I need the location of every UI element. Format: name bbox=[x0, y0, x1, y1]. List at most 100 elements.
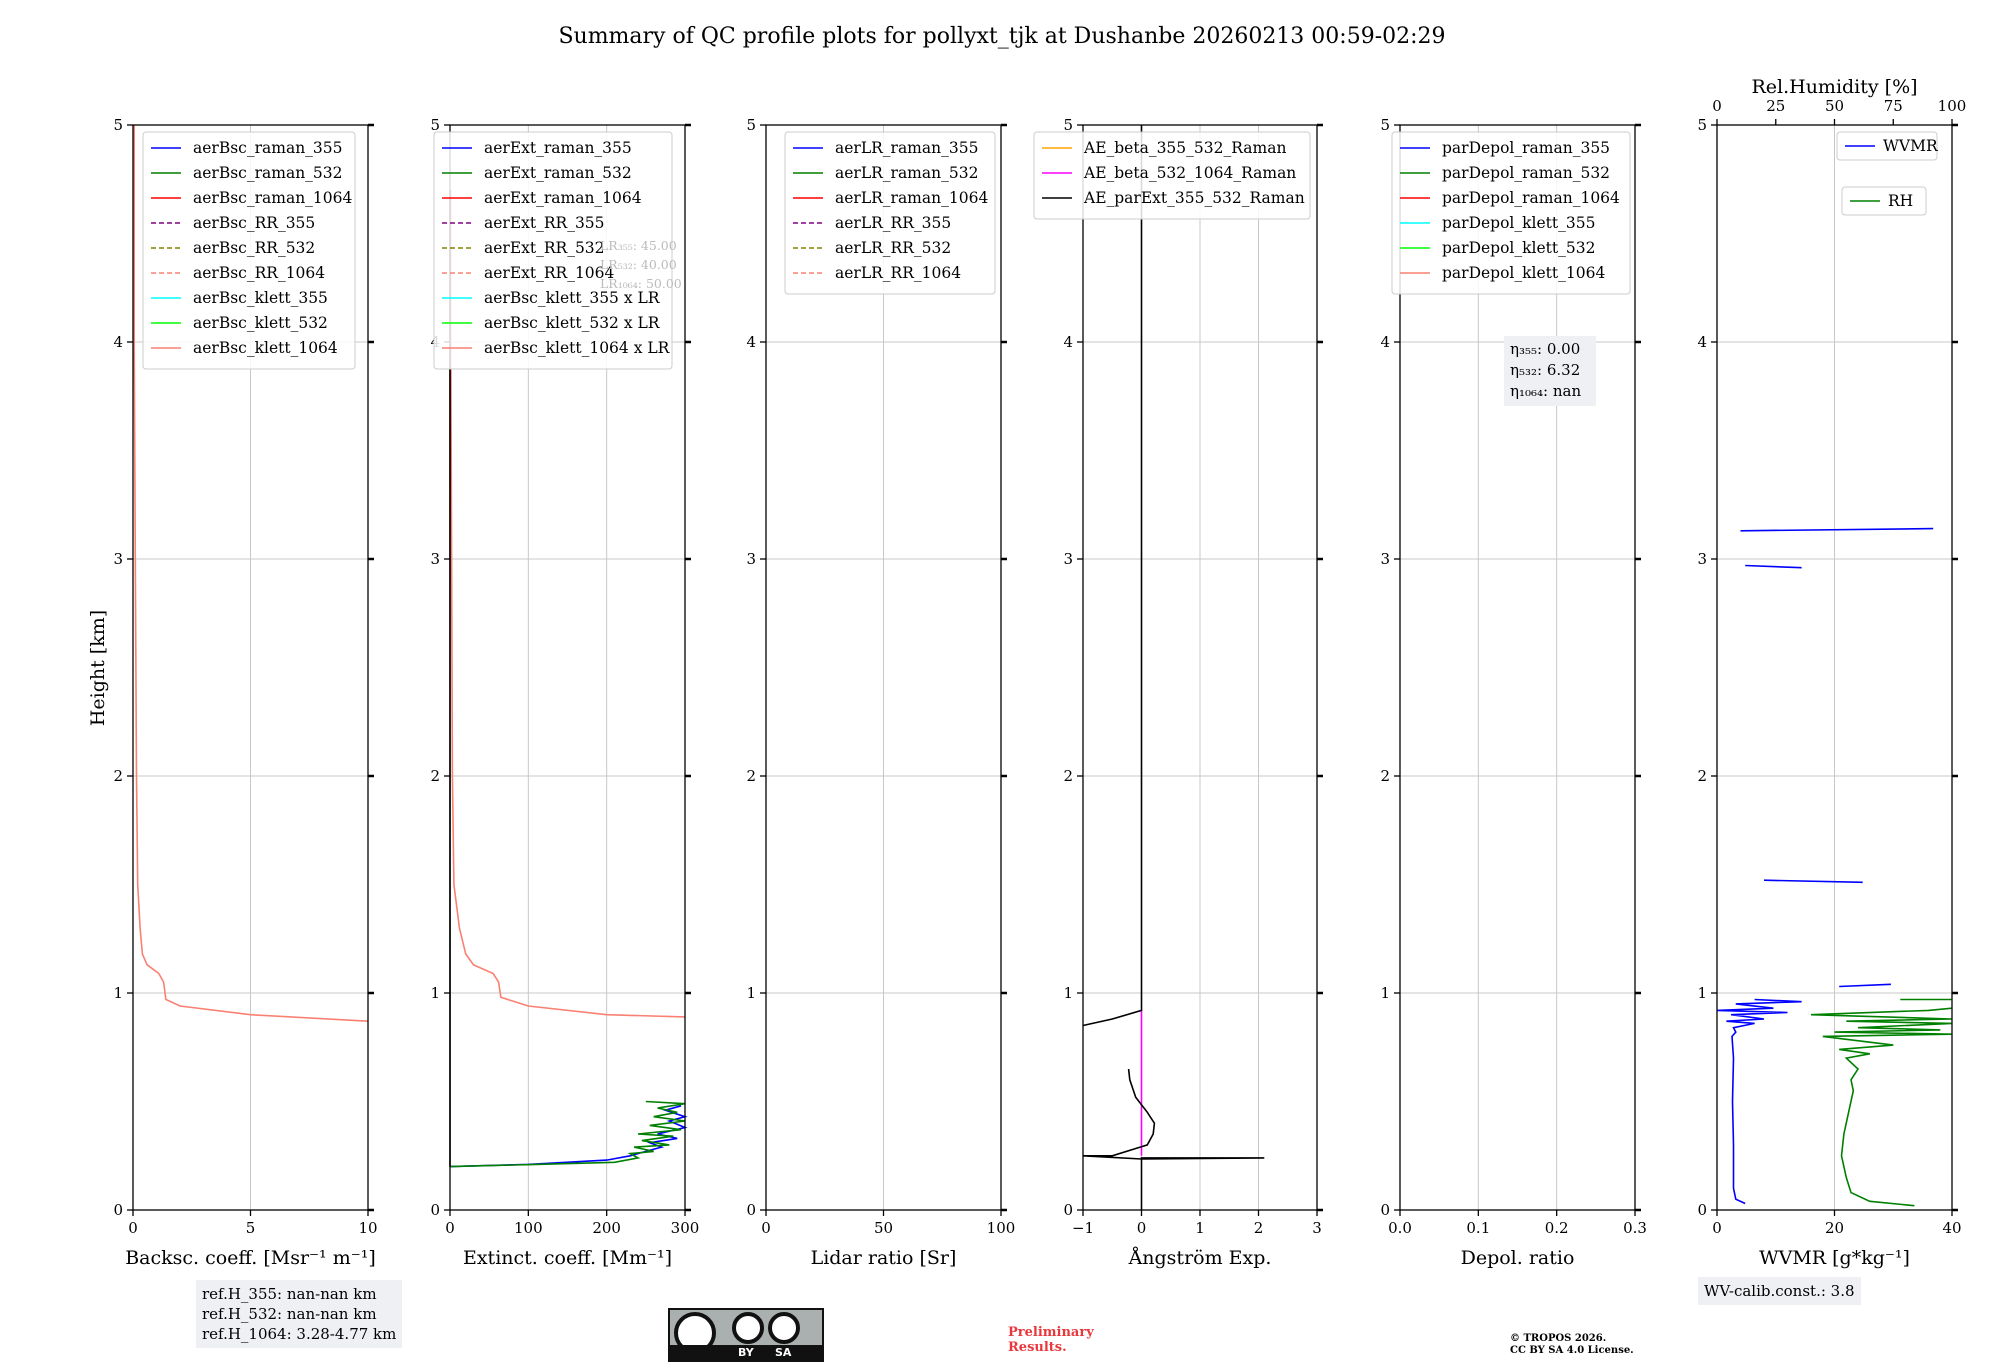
x-tick-label: 5 bbox=[246, 1219, 256, 1237]
y-tick-label: 2 bbox=[1380, 767, 1390, 785]
sa-icon bbox=[768, 1312, 800, 1344]
legend-entry: aerBsc_raman_1064 bbox=[193, 189, 353, 207]
y-tick-label: 2 bbox=[746, 767, 756, 785]
y-tick-label: 3 bbox=[430, 550, 440, 568]
y-tick-label: 1 bbox=[1380, 984, 1390, 1002]
y-tick-label: 1 bbox=[746, 984, 756, 1002]
y-tick-label: 3 bbox=[113, 550, 123, 568]
x-tick-label: 3 bbox=[1312, 1219, 1322, 1237]
panel-extinction: 0100200300012345Extinct. coeff. [Mm⁻¹]ae… bbox=[430, 116, 699, 1269]
panel-wvmr: 0 20 40 0 1 2 3 4 5 WVMR [g*kg⁻¹] 0 25 50 75 100 Rel.Hu… bbox=[1697, 76, 1966, 1269]
x-top-axis-label: Rel.Humidity [%] bbox=[1751, 76, 1917, 98]
legend-entry: aerBsc_klett_355 bbox=[193, 289, 328, 307]
y-tick-label: 2 bbox=[1063, 767, 1073, 785]
legend-entry: aerExt_RR_1064 bbox=[484, 264, 615, 282]
x-tick-label: 200 bbox=[592, 1219, 621, 1237]
by-icon bbox=[732, 1312, 764, 1344]
x-top-tick-label: 25 bbox=[1766, 97, 1785, 115]
axes-frame bbox=[1082, 124, 1318, 1211]
legend-entry: aerBsc_RR_355 bbox=[193, 214, 315, 232]
legend-entry: parDepol_raman_355 bbox=[1442, 139, 1610, 157]
x-tick-label: 0.2 bbox=[1545, 1219, 1569, 1237]
y-tick-label: 0 bbox=[1380, 1201, 1390, 1219]
y-tick-label: 2 bbox=[113, 767, 123, 785]
x-tick-label: 40 bbox=[1942, 1219, 1961, 1237]
legend-entry: aerLR_RR_1064 bbox=[835, 264, 961, 282]
y-tick-label: 4 bbox=[1063, 333, 1073, 351]
legend-entry: WVMR bbox=[1883, 137, 1939, 155]
x-axis-label: WVMR [g*kg⁻¹] bbox=[1759, 1247, 1910, 1269]
series-line-AE_parExt_355_532_Raman bbox=[1082, 1068, 1265, 1210]
eta-annotation: η₅₃₂: 6.32 bbox=[1510, 361, 1580, 379]
legend-entry: parDepol_klett_355 bbox=[1442, 214, 1595, 232]
cc-badge-bar bbox=[670, 1345, 822, 1360]
legend-entry: aerBsc_RR_1064 bbox=[193, 264, 325, 282]
legend-entry: parDepol_klett_1064 bbox=[1442, 264, 1605, 282]
y-tick-label: 0 bbox=[113, 1201, 123, 1219]
x-top-tick-label: 0 bbox=[1712, 97, 1722, 115]
axes-frame bbox=[1399, 124, 1636, 1211]
x-tick-label: 2 bbox=[1254, 1219, 1264, 1237]
y-tick-label: 0 bbox=[1697, 1201, 1707, 1219]
legend-entry: aerLR_RR_532 bbox=[835, 239, 951, 257]
copyright-line-2: CC BY SA 4.0 License. bbox=[1510, 1345, 1634, 1356]
x-tick-label: 300 bbox=[671, 1219, 700, 1237]
x-axis-label: Backsc. coeff. [Msr⁻¹ m⁻¹] bbox=[125, 1247, 376, 1269]
x-axis-label: Depol. ratio bbox=[1461, 1247, 1575, 1269]
legend-entry: aerExt_RR_532 bbox=[484, 239, 605, 257]
cc-sa-label: SA bbox=[775, 1346, 792, 1359]
y-tick-label: 1 bbox=[430, 984, 440, 1002]
series-line-aerExt_raman_532 bbox=[449, 1100, 686, 1168]
legend-entry: aerBsc_klett_355 x LR bbox=[484, 289, 661, 307]
y-tick-label: 4 bbox=[746, 333, 756, 351]
eta-annotation: η₃₅₅: 0.00 bbox=[1510, 340, 1580, 358]
legend-box bbox=[1836, 131, 1938, 161]
legend-entry: aerBsc_klett_1064 bbox=[193, 339, 338, 357]
x-axis-label: Ångström Exp. bbox=[1128, 1247, 1272, 1269]
y-tick-label: 3 bbox=[1697, 550, 1707, 568]
x-tick-label: −1 bbox=[1072, 1219, 1094, 1237]
legend-entry: aerLR_raman_532 bbox=[835, 164, 978, 182]
legend-entry: AE_beta_355_532_Raman bbox=[1083, 139, 1286, 157]
x-tick-label: 0 bbox=[1137, 1219, 1147, 1237]
axes-frame bbox=[132, 124, 369, 1211]
series-line-RH bbox=[1810, 1007, 1953, 1207]
y-tick-label: 5 bbox=[113, 116, 123, 134]
x-axis-label: Lidar ratio [Sr] bbox=[811, 1247, 957, 1269]
y-tick-label: 2 bbox=[430, 767, 440, 785]
y-tick-label: 1 bbox=[1697, 984, 1707, 1002]
series-line-AE_parExt_355_532_Raman_b bbox=[1082, 125, 1143, 1027]
y-tick-label: 1 bbox=[1063, 984, 1073, 1002]
series-line-aerBsc_klett_1064 bbox=[133, 125, 369, 1022]
legend-box bbox=[1033, 131, 1311, 220]
legend-entry: aerBsc_klett_532 bbox=[193, 314, 328, 332]
y-tick-label: 5 bbox=[1063, 116, 1073, 134]
legend-entry: aerLR_raman_355 bbox=[835, 139, 978, 157]
preliminary-line-1: Preliminary bbox=[1008, 1325, 1094, 1340]
series-line-WVMR bbox=[1740, 527, 1934, 532]
y-tick-label: 3 bbox=[1063, 550, 1073, 568]
y-tick-label: 4 bbox=[1697, 333, 1707, 351]
legend-entry: AE_beta_532_1064_Raman bbox=[1083, 164, 1296, 182]
series-line-aerBsc_klett_1064 x LR bbox=[450, 190, 686, 1018]
y-tick-label: 5 bbox=[1697, 116, 1707, 134]
legend-entry: aerBsc_RR_532 bbox=[193, 239, 315, 257]
y-tick-label: 0 bbox=[1063, 1201, 1073, 1219]
lr-annotation: LR₁₀₆₄: 50.00 bbox=[600, 276, 682, 291]
y-tick-label: 3 bbox=[1380, 550, 1390, 568]
legend-entry: aerBsc_raman_355 bbox=[193, 139, 343, 157]
legend-box bbox=[433, 131, 673, 370]
legend-entry: aerLR_RR_355 bbox=[835, 214, 951, 232]
ref-height-355: ref.H_355: nan-nan km bbox=[202, 1285, 377, 1303]
y-axis-label: Height [km] bbox=[87, 610, 109, 726]
x-top-tick-label: 50 bbox=[1825, 97, 1844, 115]
legend-entry: RH bbox=[1888, 192, 1913, 210]
legend-entry: aerExt_RR_355 bbox=[484, 214, 605, 232]
ref-heights-box: ref.H_355: nan-nan km ref.H_532: nan-nan… bbox=[196, 1280, 403, 1348]
panel-lidar_ratio: 0 50 100 0 1 2 3 4 5 Lidar ratio [Sr] aerLR_raman_… bbox=[746, 116, 1015, 1269]
x-top-tick-label: 75 bbox=[1884, 97, 1903, 115]
y-tick-label: 2 bbox=[1697, 767, 1707, 785]
axes-frame bbox=[449, 124, 686, 1211]
